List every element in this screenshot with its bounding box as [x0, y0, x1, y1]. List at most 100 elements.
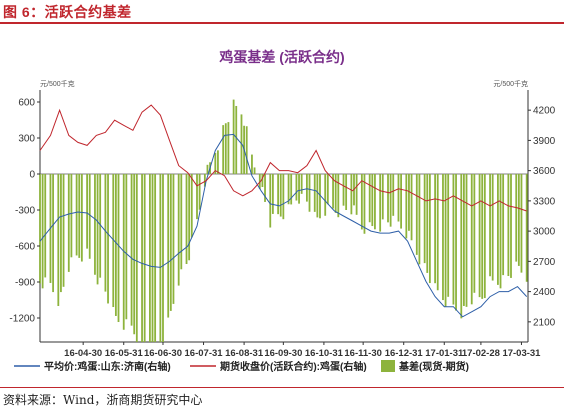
left-unit-label: 元/500千克: [40, 79, 75, 88]
basis-bar: [162, 174, 164, 342]
basis-bar: [235, 105, 238, 174]
basis-bar: [334, 174, 337, 213]
basis-bar: [355, 174, 358, 215]
chart-title: 鸡蛋基差 (活跃合约): [218, 49, 344, 65]
basis-bar: [154, 174, 157, 342]
basis-bar: [489, 174, 491, 277]
basis-bar: [313, 174, 316, 212]
basis-bar: [143, 174, 146, 342]
right-tick-label: 2400: [533, 287, 556, 298]
futures-price-line: [39, 104, 527, 212]
x-tick-label: 16-10-31: [305, 348, 344, 359]
basis-bar: [104, 174, 107, 292]
basis-bar: [141, 174, 143, 342]
basis-bar: [436, 174, 439, 291]
basis-bar: [426, 174, 429, 273]
basis-bar: [279, 174, 282, 217]
source-note: 资料来源：Wind，浙商期货研究中心: [3, 393, 203, 407]
basis-bar: [462, 174, 465, 306]
basis-bar: [198, 174, 201, 210]
right-tick-label: 3300: [533, 196, 556, 207]
basis-bar: [332, 174, 334, 209]
basis-bar: [180, 174, 183, 270]
basis-bar: [86, 174, 88, 249]
price-lines: [39, 104, 528, 318]
basis-bar: [148, 174, 151, 342]
legend-basis-swatch: [381, 360, 395, 372]
left-tick-label: 600: [18, 98, 35, 109]
basis-bar: [44, 174, 47, 278]
basis-bar: [99, 174, 102, 278]
basis-bar: [203, 174, 206, 187]
basis-bar: [300, 174, 303, 194]
basis-bar: [88, 174, 91, 259]
basis-bar: [159, 174, 162, 342]
x-axis-ticks: 16-04-30 16-05-31 16-06-30 16-07-31 16-08-31…: [64, 342, 541, 359]
basis-bar: [478, 174, 481, 298]
basis-bar: [481, 174, 484, 299]
basis-bar: [287, 174, 290, 205]
basis-bar: [324, 174, 327, 216]
basis-bar: [57, 174, 60, 306]
basis-bar: [251, 154, 253, 174]
basis-bar: [96, 174, 99, 285]
basis-bar: [371, 174, 374, 227]
basis-bar: [423, 174, 426, 264]
basis-bar: [224, 123, 227, 174]
basis-bar: [342, 174, 345, 206]
basis-bar: [418, 174, 421, 265]
right-tick-label: 3600: [533, 166, 556, 177]
basis-bar: [360, 174, 363, 230]
basis-bar: [374, 174, 376, 230]
basis-bar: [52, 174, 54, 293]
basis-bar: [520, 174, 523, 273]
basis-bar: [510, 174, 512, 278]
basis-bar: [78, 174, 81, 258]
x-tick-label: 17-03-31: [502, 348, 541, 359]
basis-bar: [483, 174, 486, 299]
right-tick-label: 4200: [533, 106, 556, 117]
basis-bar: [363, 174, 366, 234]
basis-bar: [350, 174, 353, 215]
right-tick-label: 2700: [533, 257, 556, 268]
left-tick-label: -300: [15, 206, 35, 217]
basis-bar: [217, 150, 219, 174]
basis-bar: [114, 174, 117, 316]
basis-bar: [381, 174, 384, 220]
basis-bar: [499, 174, 502, 289]
basis-bar: [214, 152, 217, 174]
basis-bar: [392, 174, 395, 216]
x-tick-label: 16-12-31: [385, 348, 424, 359]
basis-bar: [151, 174, 154, 342]
basis-bar: [39, 174, 41, 284]
top-divider: [0, 22, 564, 24]
basis-bar: [107, 174, 109, 304]
basis-bar: [408, 174, 410, 231]
basis-bar: [75, 174, 78, 256]
basis-bar: [245, 126, 248, 174]
basis-bar: [491, 174, 494, 281]
basis-bar: [460, 174, 463, 319]
basis-bar: [470, 174, 473, 305]
basis-bar: [70, 174, 73, 258]
basis-bar: [442, 174, 444, 301]
legend-futures-label: 期货收盘价(活跃合约):鸡蛋(右轴): [220, 360, 367, 373]
right-tick-label: 3000: [533, 227, 556, 238]
basis-bar: [41, 174, 44, 289]
x-tick-label: 16-08-31: [225, 348, 264, 359]
basis-bar: [455, 174, 457, 311]
x-tick-label: 16-07-31: [185, 348, 224, 359]
basis-bar: [397, 174, 400, 222]
basis-bar: [196, 174, 198, 220]
x-tick-label: 16-11-30: [344, 348, 382, 359]
basis-bar: [206, 164, 209, 174]
right-tick-label: 3900: [533, 136, 556, 147]
basis-bar: [117, 174, 120, 323]
basis-bar: [428, 174, 431, 284]
x-tick-label: 16-05-31: [105, 348, 144, 359]
basis-bars: [39, 99, 528, 342]
basis-bar: [415, 174, 418, 255]
basis-bar: [308, 174, 311, 212]
basis-bar: [261, 174, 264, 187]
right-tick-label: 2100: [533, 317, 556, 328]
